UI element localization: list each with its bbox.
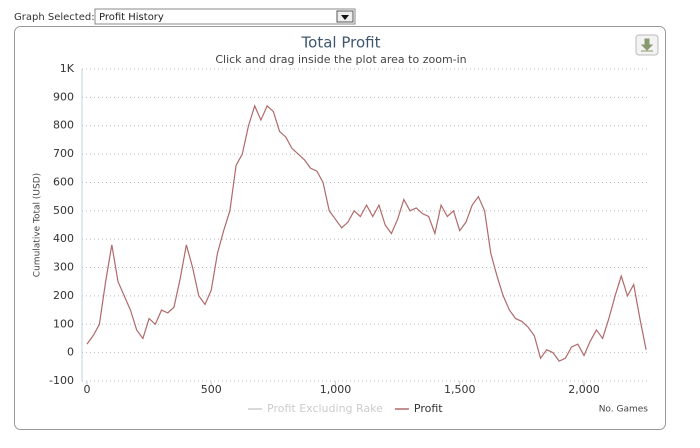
- y-tick-label: 0: [67, 346, 74, 359]
- y-tick-label: 500: [53, 204, 74, 217]
- dropdown-arrow: [341, 15, 349, 20]
- series-line: [86, 104, 647, 362]
- x-tick-label: 1,000: [320, 383, 352, 396]
- plot: -100 0 100 200 300 400 500 600 700 800 900 1K 0 500 1,…: [49, 62, 649, 396]
- x-axis-label: No. Games: [599, 405, 649, 415]
- chart-title: Total Profit: [301, 34, 381, 52]
- x-tick-label: 2,000: [568, 383, 600, 396]
- chart-subtitle: Click and drag inside the plot area to z…: [215, 53, 466, 66]
- x-tick-label: 1,500: [444, 383, 476, 396]
- graph-dropdown-value: Profit History: [99, 12, 164, 23]
- graph-dropdown[interactable]: [94, 8, 356, 25]
- y-tick-label: 400: [53, 232, 74, 245]
- legend-label: Profit Excluding Rake: [267, 402, 383, 415]
- x-tick-label: 0: [83, 383, 90, 396]
- x-tick-label: 500: [201, 383, 222, 396]
- y-tick-label: 800: [53, 119, 74, 132]
- y-tick-label: 100: [53, 317, 74, 330]
- y-tick-label: 200: [53, 289, 74, 302]
- y-tick-label: 700: [53, 147, 74, 160]
- y-tick-label: -100: [49, 374, 74, 387]
- legend-label: Profit: [414, 402, 443, 415]
- y-tick-label: 600: [53, 175, 74, 188]
- download-icon: [640, 38, 654, 52]
- y-tick-label: 300: [53, 261, 74, 274]
- graph-select-label: Graph Selected:: [14, 12, 95, 23]
- y-tick-label: 900: [53, 90, 74, 103]
- y-axis-label: Cumulative Total (USD): [33, 173, 43, 277]
- y-tick-label: 1K: [60, 62, 75, 75]
- chart-panel: [14, 26, 666, 430]
- legend: Profit Excluding Rake Profit: [248, 402, 443, 415]
